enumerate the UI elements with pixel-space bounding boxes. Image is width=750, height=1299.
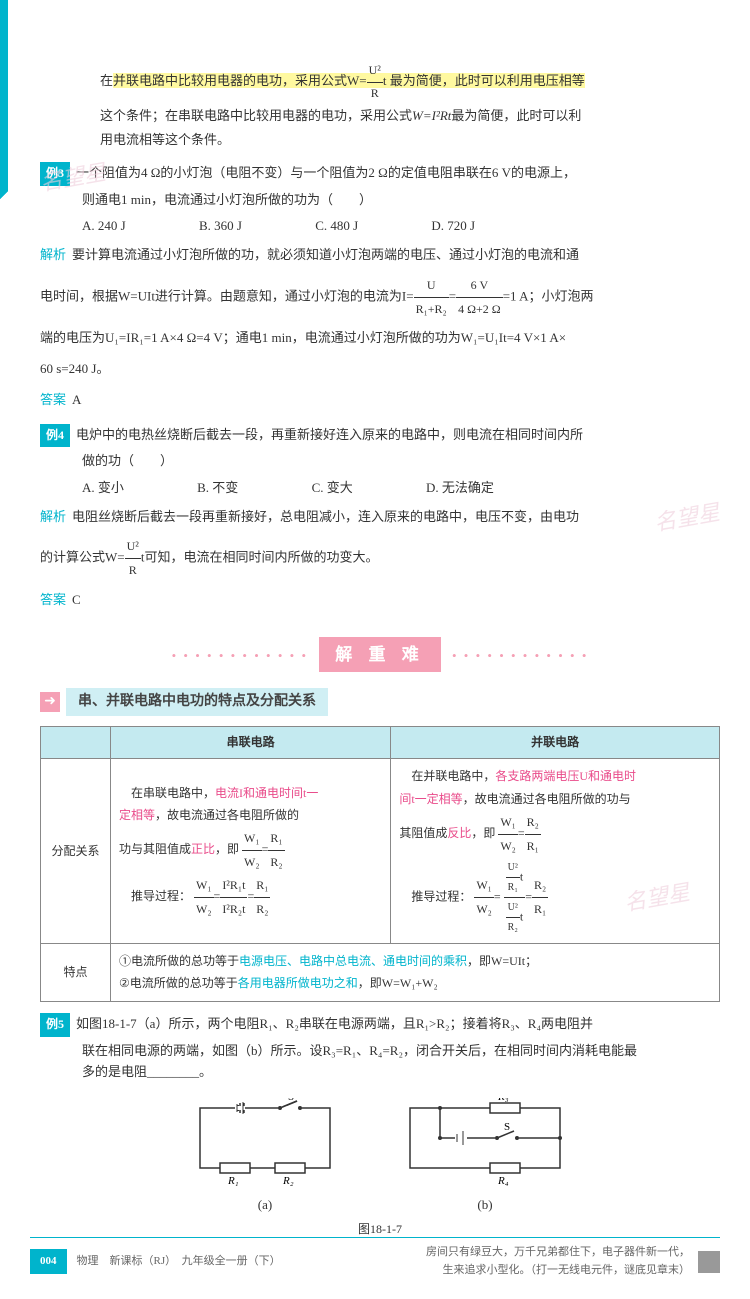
svg-text:R₁: R₁ [227,1175,239,1187]
page-number: 004 [30,1249,67,1275]
analysis-text: 电阻丝烧断后截去一段再重新接好，总电阻减小，连入原来的电路中，电压不变，由电功 [72,509,579,524]
example-3: 例3 一个阻值为4 Ω的小灯泡（电阻不变）与一个阻值为2 Ω的定值电阻串联在6 V… [40,161,720,186]
svg-text:S: S [504,1121,510,1133]
table-header [41,727,111,759]
options-row: A. 变小 B. 不变 C. 变大 D. 无法确定 [82,478,720,499]
question-text: 联在相同电源的两端，如图（b）所示。设R₃=R₁、R₄=R₂，闭合开关后，在相同… [82,1041,720,1062]
question-text: 则通电1 min，电流通过小灯泡所做的功为（ ） [82,190,720,211]
qr-icon [698,1251,720,1273]
topic-title: 串、并联电路中电功的特点及分配关系 [66,688,328,716]
circuit-b: R₃ S R₄ (b) [400,1098,570,1216]
analysis-text: 要计算电流通过小灯泡所做的功，就必须知道小灯泡两端的电压、通过小灯泡的电流和通 [72,247,579,262]
option-b: B. 360 J [199,216,242,237]
answer-text: C [72,592,81,607]
circuit-b-svg: R₃ S R₄ [400,1098,570,1188]
svg-text:S: S [288,1098,294,1103]
divider-dots: • • • • • • • • • • • • [172,648,308,663]
analysis-text: 的计算公式W=U²Rt可知，电流在相同时间内所做的功变大。 [40,535,720,582]
arrow-icon: ➜ [40,692,60,712]
table-cell: 在串联电路中，电流I和通电时间t一 定相等，故电流通过各电阻所做的 功与其阻值成… [111,759,391,943]
footer-riddle: 房间只有绿豆大，万千兄弟都住下，电子器件新一代， 生来追求小型化。（打一无线电元… [383,1244,690,1279]
comparison-table: 串联电路 并联电路 分配关系 在串联电路中，电流I和通电时间t一 定相等，故电流… [40,726,720,1002]
analysis-block: 解析电阻丝烧断后截去一段再重新接好，总电阻减小，连入原来的电路中，电压不变，由电… [40,505,720,530]
intro-highlight: 并联电路中比较用电器的电功，采用公式W=U²Rt 最为简便，此时可以利用电压相等 [113,73,585,88]
option-d: D. 无法确定 [426,478,494,499]
circuit-label: (b) [400,1195,570,1216]
example-label: 例5 [40,1013,70,1037]
question-text: 做的功（ ） [82,451,720,472]
example-5: 例5 如图18-1-7（a）所示，两个电阻R₁、R₂串联在电源两端，且R₁>R₂；… [40,1012,720,1037]
question-text: 如图18-1-7（a）所示，两个电阻R₁、R₂串联在电源两端，且R₁>R₂；接着… [76,1016,593,1031]
svg-text:R₄: R₄ [497,1175,509,1187]
circuit-label: (a) [190,1195,340,1216]
option-c: C. 480 J [315,216,358,237]
analysis-text: 60 s=240 J。 [40,357,720,382]
option-a: A. 变小 [82,478,124,499]
section-title: 解 重 难 [319,637,441,672]
analysis-block: 解析要计算电流通过小灯泡所做的功，就必须知道小灯泡两端的电压、通过小灯泡的电流和… [40,243,720,268]
divider-dots: • • • • • • • • • • • • [452,648,588,663]
intro-text: 在 [100,73,113,88]
circuit-a-svg: S R₁ R₂ [190,1098,340,1188]
analysis-label: 解析 [40,509,66,524]
question-text: 多的是电阻________。 [82,1062,720,1083]
circuit-a: S R₁ R₂ (a) [190,1098,340,1216]
section-divider: • • • • • • • • • • • • 解 重 难 • • • • • … [40,637,720,672]
example-4: 例4 电炉中的电热丝烧断后截去一段，再重新接好连入原来的电路中，则电流在相同时间内… [40,423,720,448]
example-label: 例4 [40,424,70,448]
intro-text: 用电流相等这个条件。 [100,132,230,147]
table-cell: ①电流所做的总功等于电源电压、电路中总电流、通电时间的乘积，即W=UIt； ②电… [111,943,720,1002]
intro-formula: W=I²Rt [412,108,451,123]
intro-text: 最为简便，此时可以利 [451,108,581,123]
analysis-label: 解析 [40,247,66,262]
answer-block: 答案 A [40,388,720,413]
analysis-text: 端的电压为U₁=IR₁=1 A×4 Ω=4 V；通电1 min，电流通过小灯泡所… [40,326,720,351]
question-text: 电炉中的电热丝烧断后截去一段，再重新接好连入原来的电路中，则电流在相同时间内所 [76,427,583,442]
options-row: A. 240 J B. 360 J C. 480 J D. 720 J [82,216,720,237]
footer-book-title: 物理 新课标（RJ） 九年级全一册（下） [77,1253,384,1271]
table-header: 并联电路 [391,727,720,759]
topic-header: ➜ 串、并联电路中电功的特点及分配关系 [40,688,720,716]
table-row-head: 分配关系 [41,759,111,943]
answer-label: 答案 [40,592,66,607]
option-a: A. 240 J [82,216,126,237]
svg-text:R₃: R₃ [497,1098,509,1103]
answer-label: 答案 [40,392,66,407]
intro-text: 这个条件；在串联电路中比较用电器的电功，采用公式 [100,108,412,123]
question-text: 一个阻值为4 Ω的小灯泡（电阻不变）与一个阻值为2 Ω的定值电阻串联在6 V的电… [76,165,576,180]
answer-block: 答案 C [40,588,720,613]
option-c: C. 变大 [312,478,353,499]
option-d: D. 720 J [431,216,475,237]
table-header: 串联电路 [111,727,391,759]
table-row-head: 特点 [41,943,111,1002]
example-label: 例3 [40,162,70,186]
circuit-diagrams: S R₁ R₂ (a) R₃ [40,1098,720,1216]
intro-paragraph: 在并联电路中比较用电器的电功，采用公式W=U²Rt 最为简便，此时可以利用电压相… [100,60,720,151]
option-b: B. 不变 [197,478,238,499]
page-footer: 004 物理 新课标（RJ） 九年级全一册（下） 房间只有绿豆大，万千兄弟都住下… [30,1237,720,1279]
table-cell: 在并联电路中，各支路两端电压U和通电时 间t一定相等，故电流通过各电阻所做的功与… [391,759,720,943]
answer-text: A [72,392,81,407]
svg-text:R₂: R₂ [282,1175,294,1187]
analysis-text: 电时间，根据W=UIt进行计算。由题意知，通过小灯泡的电流为I=UR₁+R₂=6… [40,274,720,321]
